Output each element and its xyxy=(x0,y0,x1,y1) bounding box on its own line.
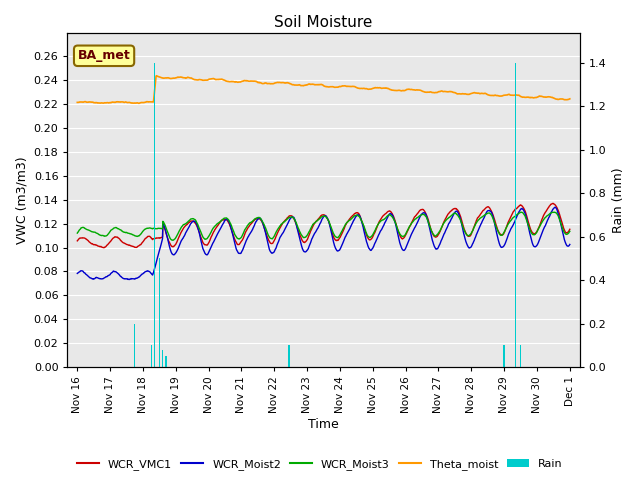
Bar xyxy=(515,63,516,367)
Title: Soil Moisture: Soil Moisture xyxy=(275,15,372,30)
X-axis label: Time: Time xyxy=(308,419,339,432)
Y-axis label: VWC (m3/m3): VWC (m3/m3) xyxy=(15,156,28,244)
Bar xyxy=(150,345,152,367)
Bar xyxy=(289,345,290,367)
Bar xyxy=(159,258,160,367)
Bar xyxy=(165,356,166,367)
Bar xyxy=(504,345,505,367)
Legend: WCR_VMC1, WCR_Moist2, WCR_Moist3, Theta_moist, Rain: WCR_VMC1, WCR_Moist2, WCR_Moist3, Theta_… xyxy=(72,455,568,474)
Bar xyxy=(162,350,163,367)
Y-axis label: Rain (mm): Rain (mm) xyxy=(612,167,625,233)
Bar xyxy=(154,63,155,367)
Bar xyxy=(134,324,136,367)
Bar xyxy=(520,345,521,367)
Text: BA_met: BA_met xyxy=(77,49,131,62)
